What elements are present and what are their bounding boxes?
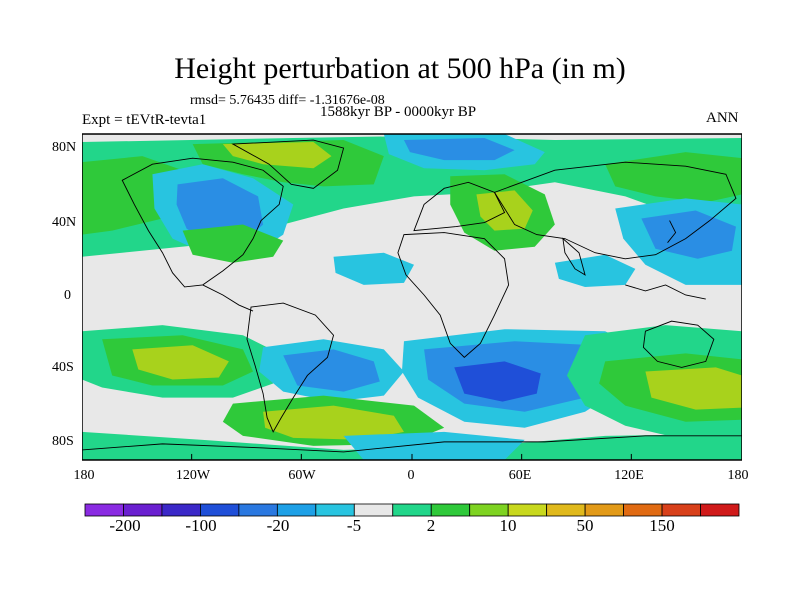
coast-asia <box>493 161 737 260</box>
colorbar-box <box>623 503 663 517</box>
coast-japan <box>667 220 677 243</box>
colorbar-box <box>469 503 509 517</box>
stats-text: rmsd= 5.76435 diff= -1.31676e-08 <box>190 93 385 108</box>
coast-south-america <box>246 302 335 433</box>
lon-tick-180w: 180 <box>73 468 95 483</box>
lat-tick-40s: 40S <box>52 360 74 375</box>
colorbar-box <box>700 503 740 517</box>
coast-greenland <box>231 139 345 189</box>
coast-maritime-continent <box>625 284 706 300</box>
coast-north-america <box>121 157 284 288</box>
coast-central-america <box>202 284 254 312</box>
colorbar <box>84 503 740 517</box>
southern-ocean-dark-blue <box>454 361 541 402</box>
colorbar-box <box>238 503 278 517</box>
lon-tick-60e: 60E <box>508 468 532 483</box>
lat-tick-0: 0 <box>64 288 71 303</box>
colorbar-box <box>584 503 624 517</box>
tick-marks <box>191 453 632 460</box>
lat-tick-40n: 40N <box>52 215 77 230</box>
colorbar-box <box>430 503 471 517</box>
coastlines <box>82 139 742 453</box>
lon-tick-180e: 180 <box>727 468 749 483</box>
greenland-yellow <box>222 142 332 169</box>
coast-antarctica <box>82 435 742 453</box>
mid-atlantic-cyan <box>333 252 415 285</box>
colorbar-box <box>546 503 586 517</box>
contour-fields <box>82 134 742 460</box>
antarctic-cyan <box>343 431 525 460</box>
colorbar-box <box>661 503 701 517</box>
colorbar-box <box>276 503 317 517</box>
north-atlantic-green <box>182 224 284 263</box>
colorbar-label-2: 2 <box>426 516 436 535</box>
coast-africa <box>397 232 510 358</box>
europe-yellow <box>476 190 533 231</box>
lon-tick-120w: 120W <box>175 468 211 483</box>
colorbar-label-minus200: -200 <box>109 516 141 535</box>
colorbar-label-10: 10 <box>499 516 517 535</box>
period-text: 1588kyr BP - 0000kyr BP <box>320 104 477 120</box>
colorbar-box <box>392 503 432 517</box>
south-pacific-yellow <box>132 345 229 380</box>
colorbar-boxes <box>84 503 740 517</box>
colorbar-box <box>353 503 394 517</box>
lat-tick-80s: 80S <box>52 434 74 449</box>
lon-tick-120e: 120E <box>614 468 644 483</box>
colorbar-label-150: 150 <box>649 516 675 535</box>
colorbar-box <box>123 503 163 517</box>
colorbar-box <box>84 503 124 517</box>
experiment-label: Expt = tEVtR-tevta1 <box>82 112 207 128</box>
colorbar-label-minus5: -5 <box>346 516 362 535</box>
asia-green <box>605 152 742 203</box>
antarctic-green-band <box>82 431 742 460</box>
plot-title: Height perturbation at 500 hPa (in m) <box>174 52 626 85</box>
lon-tick-60w: 60W <box>288 468 316 483</box>
colorbar-label-minus100: -100 <box>185 516 217 535</box>
colorbar-box <box>161 503 201 517</box>
asia-blue <box>641 210 736 259</box>
colorbar-label-50: 50 <box>576 516 594 535</box>
contour-map <box>82 133 742 461</box>
south-america-blue <box>283 349 380 392</box>
east-asia-cyan <box>554 254 636 287</box>
south-atlantic-yellow <box>263 405 404 440</box>
colorbar-box <box>315 503 355 517</box>
coast-australia <box>642 320 715 368</box>
colorbar-box <box>200 503 240 517</box>
coast-india <box>562 237 586 276</box>
lat-tick-80n: 80N <box>52 140 77 155</box>
colorbar-box <box>507 503 548 517</box>
lon-tick-0: 0 <box>407 468 415 483</box>
colorbar-label-minus20: -20 <box>266 516 290 535</box>
season-label: ANN <box>706 110 739 126</box>
east-atlantic-blue <box>403 138 515 161</box>
indian-ocean-yellow <box>645 367 742 410</box>
